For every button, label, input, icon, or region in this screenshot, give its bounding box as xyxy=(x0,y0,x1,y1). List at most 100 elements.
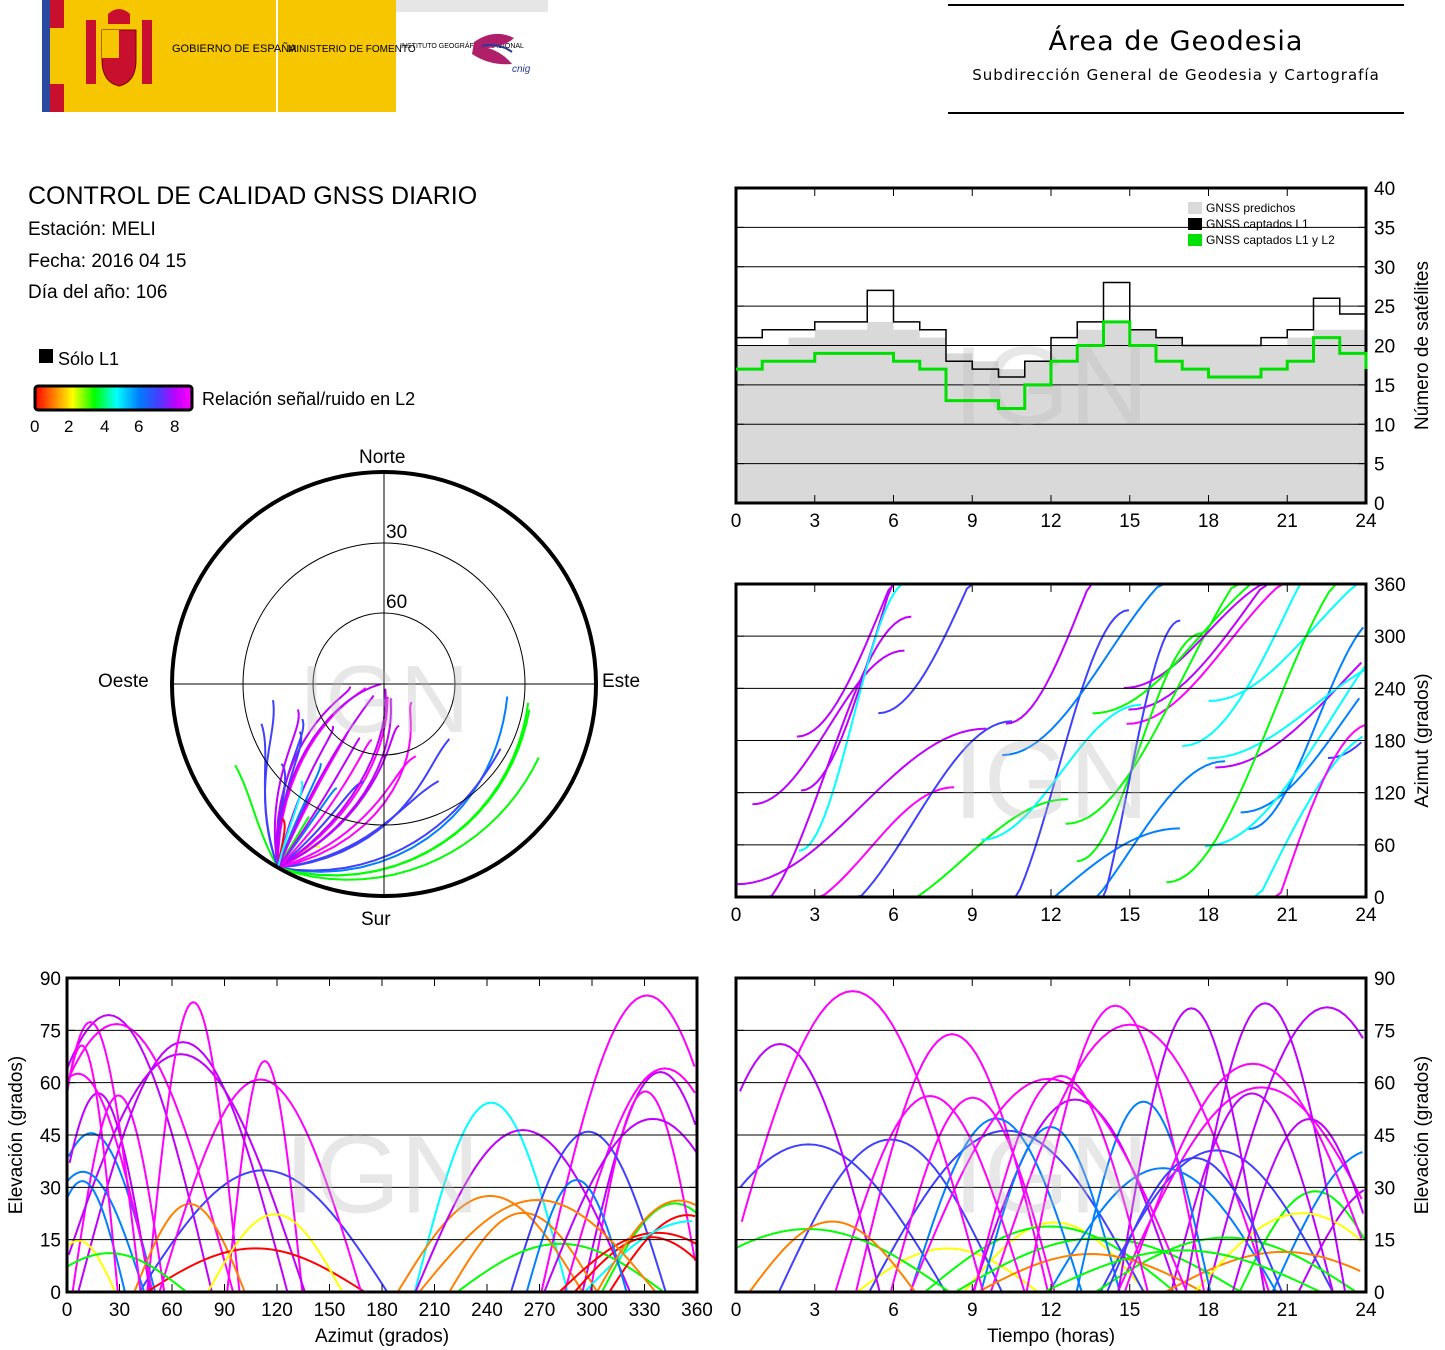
snr-legend: Sólo L1 Relación señal/ruido en L2 0 2 4… xyxy=(30,349,415,436)
elevation-track xyxy=(1117,1007,1266,1293)
government-logo-strip: GOBIERNO DE ESPAÑA MINISTERIO DE FOMENTO… xyxy=(42,0,548,112)
cnig-logo-icon: cnig xyxy=(472,33,531,75)
elevation-track xyxy=(1025,1004,1206,1293)
series-area-predicted xyxy=(736,321,1366,503)
x-tick-label: 6 xyxy=(888,1300,899,1321)
gov-logo-text: GOBIERNO DE ESPAÑA xyxy=(172,42,297,55)
elevation-track xyxy=(955,1237,1242,1293)
x-tick-label: 21 xyxy=(1277,1300,1298,1321)
x-tick-label: 15 xyxy=(1119,1300,1140,1321)
elevation-track xyxy=(1123,1062,1363,1293)
y-tick-label: 60 xyxy=(1374,1074,1395,1095)
skyplot-track xyxy=(277,709,531,877)
y-axis-label: Número de satélites xyxy=(1412,261,1433,430)
elevation-azimuth-track xyxy=(510,1130,667,1293)
elevation-azimuth-frame: 0 15 30 45 60 75 90 0 30 60 90 120 150 180 210 240 270 30… xyxy=(40,969,713,1321)
legend-label: GNSS captados L1 y L2 xyxy=(1206,233,1335,247)
x-tick-label: 6 xyxy=(888,905,899,926)
elevation-track xyxy=(909,1077,1188,1293)
snr-tick: 0 xyxy=(30,417,39,436)
x-tick-label: 90 xyxy=(214,1300,235,1321)
elevation-azimuth-track xyxy=(77,1041,289,1293)
legend-swatch xyxy=(1188,234,1202,246)
legend-swatch xyxy=(1188,202,1202,214)
azimuth-track xyxy=(1005,583,1158,725)
skyplot-track xyxy=(277,696,509,873)
elevation-azimuth-track xyxy=(67,1239,117,1293)
elevation-azimuth-track xyxy=(596,1199,696,1293)
elevation-track xyxy=(1297,1189,1365,1293)
skyplot: Norte Sur Este Oeste 30 60 IGN xyxy=(98,447,640,930)
x-axis-label: Azimut (grados) xyxy=(315,1326,449,1347)
elevation-azimuth-track xyxy=(70,1072,154,1293)
elevation-azimuth-track xyxy=(66,1014,213,1293)
elevation-azimuth-track xyxy=(68,1092,152,1293)
elevation-azimuth-track xyxy=(414,1129,631,1293)
y-tick-label: 75 xyxy=(40,1021,61,1042)
elevation-azimuth-plot-border xyxy=(65,976,699,1294)
l1-only-label: Sólo L1 xyxy=(58,349,119,369)
legend-label: GNSS captados L1 xyxy=(1206,217,1309,231)
y-tick-label: 90 xyxy=(40,969,61,990)
skyplot-track xyxy=(277,762,322,868)
x-tick-label: 30 xyxy=(109,1300,130,1321)
elevation-azimuth-track xyxy=(66,1170,146,1293)
watermark-text: IGN xyxy=(284,1114,480,1237)
y-axis-label: Elevación (grados) xyxy=(6,1056,27,1214)
snr-colorbar xyxy=(33,384,194,412)
elevation-track xyxy=(1231,1118,1365,1293)
watermark-text: IGN xyxy=(953,719,1149,842)
elevation-azimuth-track xyxy=(563,1067,696,1293)
elevation-azimuth-track xyxy=(66,1020,142,1293)
elevation-time-chart: 0 15 30 45 60 75 90 0 3 6 9 12 15 18 21 24 IGN Elevación … xyxy=(731,969,1433,1347)
coat-of-arms-icon xyxy=(86,9,152,87)
azimuth-track xyxy=(1207,669,1365,760)
skyplot-track xyxy=(277,787,337,869)
elevation-track xyxy=(977,1253,1204,1293)
y-tick-label: 180 xyxy=(1374,732,1406,753)
x-tick-label: 330 xyxy=(629,1300,661,1321)
azimuth-track xyxy=(743,615,912,898)
azimuth-track xyxy=(1248,626,1364,831)
y-tick-label: 90 xyxy=(1374,969,1395,990)
watermark-text: IGN xyxy=(299,646,470,753)
azimuth-time-frame: 0 60 120 180 240 300 360 0 3 6 9 12 15 18 21 24 xyxy=(731,575,1406,926)
y-tick-label: 0 xyxy=(1374,888,1385,909)
elevation-azimuth-track xyxy=(158,1078,363,1293)
x-tick-label: 12 xyxy=(1040,1300,1061,1321)
elevation-track xyxy=(1206,1006,1364,1293)
cnig-logo-text: cnig xyxy=(512,64,531,75)
satellites-series xyxy=(736,321,1366,503)
header-logos: GOBIERNO DE ESPAÑA MINISTERIO DE FOMENTO… xyxy=(42,0,548,112)
y-tick-label: 15 xyxy=(1374,1231,1395,1252)
elevation-track xyxy=(736,1228,950,1293)
elevation-azimuth-track xyxy=(146,1001,241,1293)
azimuth-track xyxy=(1240,697,1360,814)
azimuth-track xyxy=(1204,665,1366,848)
y-tick-label: 60 xyxy=(1374,836,1395,857)
area-header: Área de Geodesia Subdirección General de… xyxy=(948,4,1404,114)
x-tick-label: 18 xyxy=(1198,511,1219,532)
x-tick-label: 9 xyxy=(967,905,978,926)
elevation-track xyxy=(778,1138,1003,1293)
series-line-l1 xyxy=(736,281,1367,378)
y-tick-label: 75 xyxy=(1374,1021,1395,1042)
elevation-azimuth-track xyxy=(206,1213,344,1293)
x-tick-label: 21 xyxy=(1277,511,1298,532)
y-tick-label: 0 xyxy=(50,1283,61,1304)
elevation-track xyxy=(989,1023,1270,1293)
y-tick-label: 35 xyxy=(1374,218,1395,239)
x-tick-label: 9 xyxy=(967,511,978,532)
elevation-track xyxy=(834,1095,1026,1293)
snr-tick: 8 xyxy=(170,417,179,436)
x-tick-label: 3 xyxy=(809,1300,820,1321)
y-tick-label: 30 xyxy=(40,1178,61,1199)
azimuth-track xyxy=(796,583,969,738)
elevation-azimuth-chart: 0 15 30 45 60 75 90 0 30 60 90 120 150 180 210 240 270 30… xyxy=(6,969,713,1347)
ministry-logo-text: MINISTERIO DE FOMENTO xyxy=(288,44,416,55)
station-label: Estación: MELI xyxy=(28,219,156,240)
skyplot-south-label: Sur xyxy=(361,909,391,930)
y-tick-label: 15 xyxy=(40,1231,61,1252)
azimuth-track xyxy=(981,703,1142,841)
snr-tick: 4 xyxy=(100,417,109,436)
